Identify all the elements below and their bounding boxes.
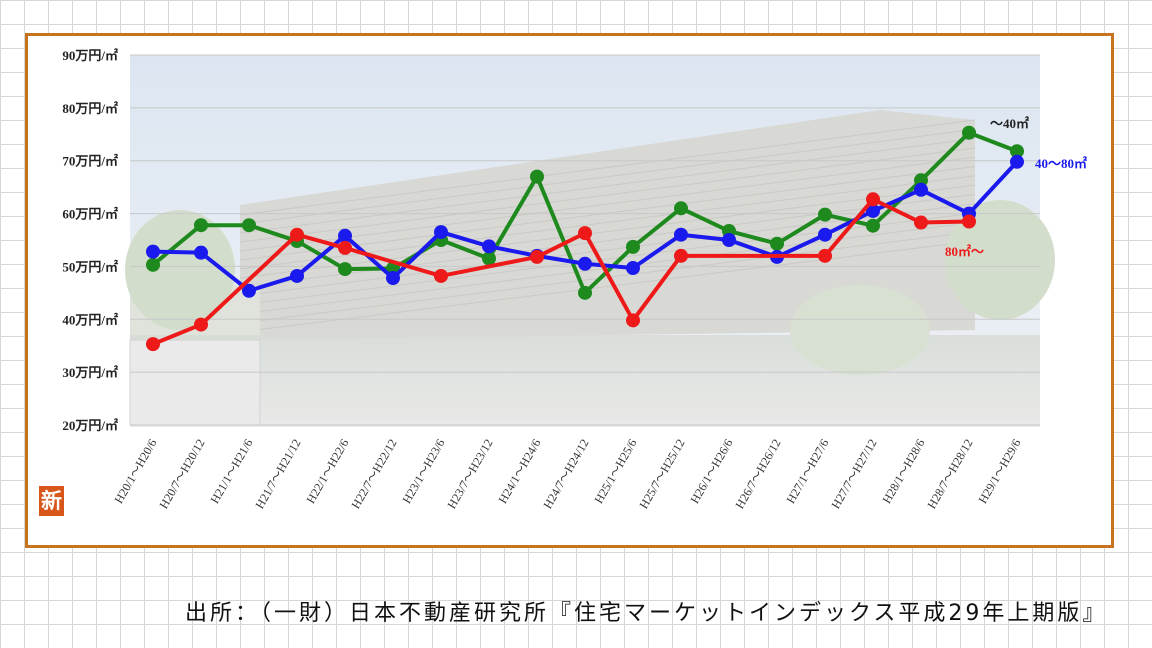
x-tick-label: H27/1～H27/6 (783, 437, 831, 506)
data-point (1010, 154, 1024, 169)
series-label: 40～80㎡ (1035, 156, 1087, 171)
photo-floor-line (239, 240, 976, 333)
y-tick-label: 60万円/㎡ (62, 207, 118, 222)
data-point (674, 248, 688, 263)
series-labels: ～40㎡ 40～80㎡ 80㎡～ (945, 116, 1087, 259)
data-point (818, 248, 832, 263)
source-note: 出所：（一財）日本不動産研究所『住宅マーケットインデックス平成29年上期版』 (185, 601, 1108, 626)
data-point (818, 207, 832, 222)
x-tick-label: H20/1～H20/6 (111, 437, 159, 506)
data-point (626, 313, 640, 328)
data-point (194, 317, 208, 332)
x-tick-label: H26/1～H26/6 (687, 437, 735, 506)
data-point (866, 203, 880, 218)
data-point (482, 239, 496, 254)
data-point (338, 240, 352, 255)
background-photo (125, 55, 1055, 427)
data-point (578, 256, 592, 271)
x-tick-label: H24/1～H24/6 (495, 437, 543, 506)
x-tick-label: H23/1～H23/6 (399, 437, 447, 506)
series-label: 80㎡～ (945, 244, 984, 259)
x-tick-label: H20/7～H20/12 (156, 437, 207, 512)
new-badge: 新 (39, 486, 64, 516)
data-point (386, 271, 400, 286)
photo-floor-line (239, 193, 976, 288)
x-tick-label: H29/1～H29/6 (975, 437, 1023, 506)
x-tick-label: H25/7～H25/12 (636, 437, 687, 512)
data-point (1010, 144, 1024, 159)
data-point (818, 227, 832, 242)
x-tick-label: H28/7～H28/12 (924, 437, 975, 512)
data-point (434, 268, 448, 283)
data-point (242, 218, 256, 233)
data-point (674, 227, 688, 242)
data-point (962, 214, 976, 229)
photo-floor-line (239, 156, 976, 252)
data-point (242, 283, 256, 298)
x-tick-label: H21/1～H21/6 (207, 437, 255, 506)
data-point (194, 245, 208, 260)
y-tick-label: 30万円/㎡ (62, 365, 118, 380)
data-point (722, 233, 736, 247)
x-tick-label: H28/1～H28/6 (879, 437, 927, 506)
data-point (434, 225, 448, 240)
data-point (626, 239, 640, 254)
data-point (962, 125, 976, 140)
photo-floor-line (239, 128, 976, 225)
data-point (146, 244, 160, 259)
photo-floor-line (239, 212, 976, 306)
series-layer (146, 125, 1024, 352)
data-point (290, 227, 304, 242)
data-point (482, 251, 496, 266)
photo-floor-line (239, 221, 976, 315)
data-point (290, 268, 304, 283)
y-axis: 90万円/㎡ 80万円/㎡ 70万円/㎡ 60万円/㎡ 50万円/㎡ 40万円/㎡ 30万円… (62, 48, 118, 433)
y-tick-label: 40万円/㎡ (62, 312, 118, 327)
data-point (770, 236, 784, 251)
series-label: ～40㎡ (990, 116, 1029, 131)
data-point (674, 201, 688, 216)
data-point (530, 169, 544, 184)
y-tick-label: 70万円/㎡ (62, 154, 118, 169)
y-tick-label: 80万円/㎡ (62, 101, 118, 116)
y-tick-label: 20万円/㎡ (62, 418, 118, 433)
data-point (626, 261, 640, 276)
data-point (146, 337, 160, 352)
photo-floor-line (239, 147, 976, 243)
data-point (338, 228, 352, 243)
x-tick-label: H21/7～H21/12 (252, 437, 303, 512)
x-tick-label: H24/7～H24/12 (540, 437, 591, 512)
data-point (866, 218, 880, 233)
x-tick-label: H22/1～H22/6 (303, 437, 351, 506)
y-tick-label: 50万円/㎡ (62, 259, 118, 274)
x-tick-label: H25/1～H25/6 (591, 437, 639, 506)
data-point (338, 262, 352, 277)
photo-floor-line (239, 138, 976, 234)
x-tick-label: H27/7～H27/12 (828, 437, 879, 512)
photo-floor-line (239, 184, 976, 279)
x-tick-label: H22/7～H22/12 (348, 437, 399, 512)
data-point (194, 218, 208, 233)
x-tick-label: H26/7～H26/12 (732, 437, 783, 512)
data-point (914, 215, 928, 230)
y-tick-label: 90万円/㎡ (62, 48, 118, 63)
data-point (530, 249, 544, 264)
data-point (866, 192, 880, 207)
data-point (578, 226, 592, 241)
data-point (146, 257, 160, 272)
data-point (578, 285, 592, 300)
data-point (914, 182, 928, 197)
gridlines (130, 54, 1040, 426)
x-tick-label: H23/7～H23/12 (444, 437, 495, 512)
photo-floor-line (239, 119, 976, 216)
